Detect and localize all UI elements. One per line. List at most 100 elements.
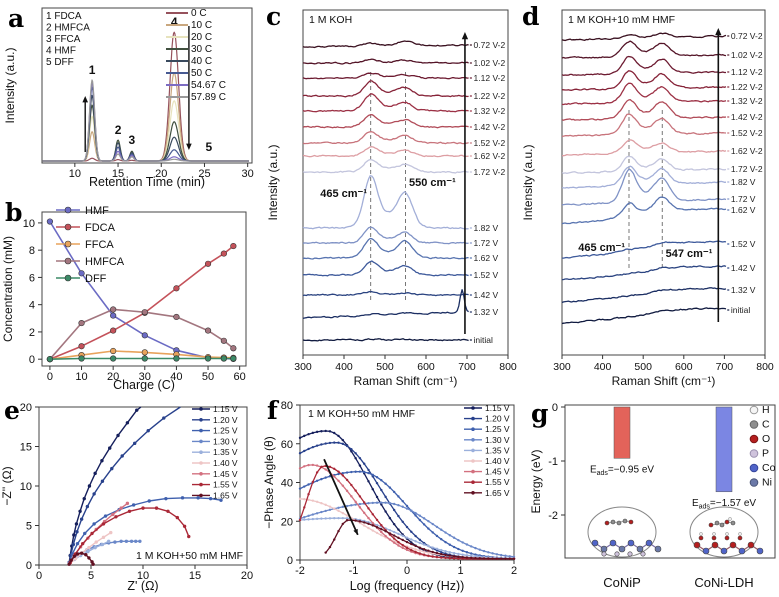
data-marker <box>320 430 323 433</box>
y-tick-label: -2 <box>548 510 558 522</box>
data-marker <box>371 521 374 525</box>
x-tick-label: 25 <box>198 168 210 180</box>
data-marker <box>392 530 396 534</box>
data-marker <box>341 516 344 520</box>
legend-marker <box>471 438 475 442</box>
data-marker <box>113 540 117 544</box>
voltage-label: 0.72 V-2 <box>731 31 763 41</box>
voltage-label: 0.72 V-2 <box>474 40 506 50</box>
data-marker <box>487 557 490 560</box>
legend-label: 1.30 V <box>213 436 238 446</box>
atom-legend-label: C <box>762 419 770 431</box>
data-marker <box>392 502 396 506</box>
voltage-label: 1.32 V <box>474 307 499 317</box>
data-marker <box>333 475 336 478</box>
data-marker <box>72 533 76 537</box>
peak-key-entry: 5 DFF <box>46 57 74 68</box>
data-marker <box>392 534 396 537</box>
data-marker <box>82 496 86 501</box>
data-marker <box>371 529 374 532</box>
legend-marker <box>199 482 203 487</box>
legend-label: 1.25 V <box>213 426 238 436</box>
data-marker <box>405 507 409 510</box>
peak-annotation: 465 cm⁻¹ <box>578 242 625 254</box>
data-marker <box>220 337 227 344</box>
raman-curve-1.52V-2 <box>561 113 727 138</box>
legend-marker <box>199 493 203 498</box>
atom <box>600 545 608 553</box>
data-marker <box>87 556 91 560</box>
data-marker <box>414 514 417 517</box>
data-marker <box>401 534 404 538</box>
data-marker <box>491 557 494 560</box>
data-marker <box>354 519 357 522</box>
legend-marker <box>471 491 475 495</box>
data-marker <box>303 506 306 509</box>
data-marker <box>303 465 306 468</box>
data-marker <box>78 319 85 327</box>
energy-bar-CoNi-LDH <box>715 406 733 493</box>
peak-key-entry: 1 FDCA <box>46 11 82 22</box>
data-marker <box>311 480 315 484</box>
data-marker <box>138 539 142 543</box>
data-marker <box>196 496 200 500</box>
panel-g: 0 -1 -2 Energy (eV) Eads=−0.95 eV Eads=−1.57 … <box>527 395 779 597</box>
category-label: CoNiP <box>603 575 641 590</box>
axes-box <box>41 7 253 164</box>
panel-b-chart: 0 10 20 30 40 50 60 0 2 4 6 8 10 Charge (C) Concentrat… <box>1 205 247 392</box>
voltage-label: 1.82 V <box>474 223 499 233</box>
data-marker <box>337 516 340 520</box>
data-marker <box>124 539 129 543</box>
x-tick-label: 300 <box>294 361 312 373</box>
y-tick-label: 20 <box>281 516 293 528</box>
data-marker <box>324 468 327 471</box>
data-marker <box>388 538 392 541</box>
voltage-label: 1.32 V <box>731 285 756 295</box>
data-marker <box>405 548 409 552</box>
data-marker <box>173 355 180 362</box>
voltage-label: 1.72 V <box>474 238 499 248</box>
atom <box>714 520 720 526</box>
data-marker <box>141 309 148 316</box>
voltage-label: 1.02 V-2 <box>474 58 506 68</box>
data-marker <box>457 555 460 558</box>
arrowhead <box>715 28 722 36</box>
data-marker <box>354 489 357 492</box>
data-marker <box>350 504 353 507</box>
data-marker <box>495 557 499 560</box>
data-marker <box>452 555 456 558</box>
data-marker <box>315 444 319 447</box>
raman-curve-1.52V <box>562 240 727 259</box>
data-marker <box>410 530 413 533</box>
legend-marker <box>471 416 475 421</box>
voltage-label: 1.62 V <box>474 253 499 263</box>
data-marker <box>134 539 138 543</box>
voltage-label: 1.52 V-2 <box>474 138 506 148</box>
data-marker <box>119 539 123 543</box>
raman-curve-1.72V-2 <box>302 158 469 174</box>
raman-curve-1.52V-2 <box>302 131 469 145</box>
data-marker <box>358 456 362 460</box>
data-marker <box>141 506 145 510</box>
data-marker <box>448 554 451 557</box>
data-marker <box>303 449 306 453</box>
data-marker <box>384 510 387 513</box>
data-marker <box>324 517 327 520</box>
data-marker <box>298 467 302 470</box>
data-marker <box>220 250 227 257</box>
y-tick-label: 0 <box>287 555 293 567</box>
legend-label: HMFCA <box>85 256 125 268</box>
raman-curve-1.32V-2 <box>561 82 727 106</box>
data-marker <box>320 477 323 481</box>
legend-marker <box>64 240 72 248</box>
series-line-HMF <box>49 221 234 360</box>
atom-legend-label: Ni <box>762 477 772 489</box>
bar-value-label: Eads=−1.57 eV <box>692 498 756 511</box>
legend-marker <box>471 459 475 463</box>
data-marker <box>363 501 366 504</box>
data-marker <box>452 536 456 539</box>
voltage-label: initial <box>474 335 493 345</box>
data-marker <box>422 523 426 526</box>
legend-marker <box>199 418 203 422</box>
